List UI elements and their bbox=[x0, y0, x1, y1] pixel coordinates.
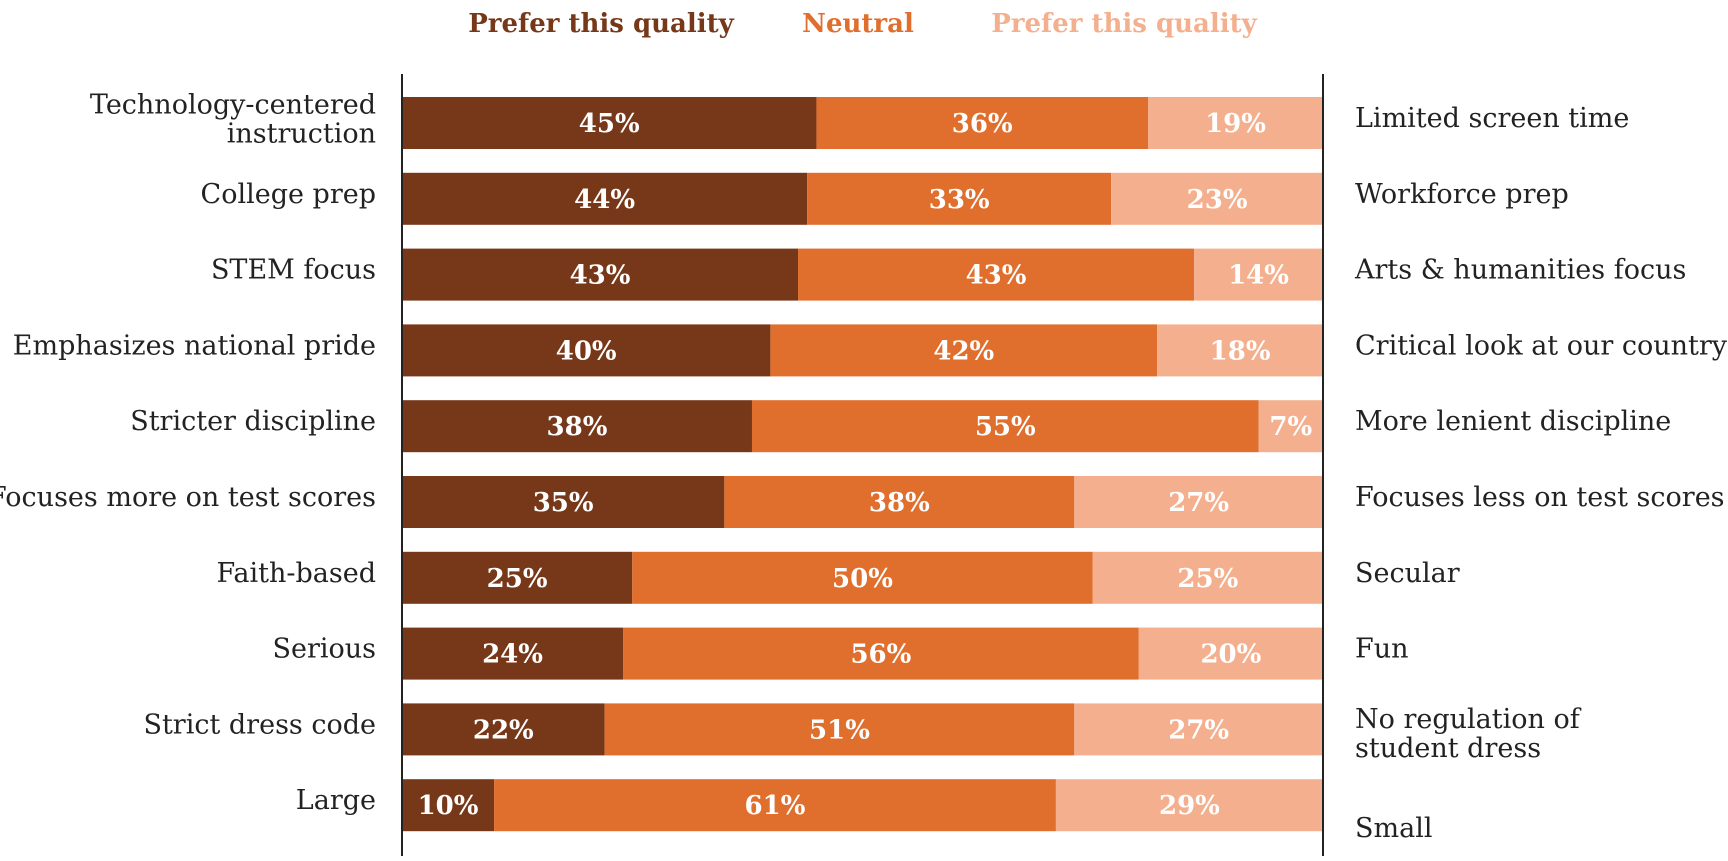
bar-segment-neutral bbox=[623, 627, 1139, 680]
left-quality-label: College prep bbox=[201, 179, 376, 210]
bar-segment-right bbox=[1092, 551, 1323, 604]
data-label-left: 35% bbox=[533, 488, 594, 518]
left-quality-label: Serious bbox=[272, 634, 376, 665]
left-quality-label: Strict dress code bbox=[143, 709, 376, 740]
bar-segment-right bbox=[1258, 400, 1323, 453]
bar-segment-right bbox=[1074, 703, 1323, 756]
data-label-right: 20% bbox=[1200, 640, 1261, 670]
bar-segment-left bbox=[402, 400, 752, 453]
bar-segment-right bbox=[1111, 172, 1323, 225]
data-label-right: 29% bbox=[1159, 791, 1220, 821]
data-label-right: 25% bbox=[1177, 564, 1238, 594]
right-quality-label: Small bbox=[1355, 813, 1432, 844]
data-label-neutral: 43% bbox=[966, 261, 1027, 291]
right-quality-label: Focuses less on test scores bbox=[1355, 482, 1725, 513]
bar-segment-left bbox=[402, 476, 725, 528]
bar-segment-right bbox=[1074, 476, 1323, 528]
right-quality-label: Workforce prep bbox=[1355, 179, 1569, 210]
data-label-neutral: 50% bbox=[832, 564, 893, 594]
bar-segment-right bbox=[1055, 779, 1323, 832]
data-label-right: 27% bbox=[1168, 715, 1229, 745]
data-label-left: 10% bbox=[418, 791, 479, 821]
right-quality-label: Secular bbox=[1355, 558, 1460, 589]
legend: Prefer this quality Neutral Prefer this … bbox=[468, 9, 1257, 39]
bar-segment-left bbox=[402, 97, 817, 149]
left-quality-labels: Technology-centered instruction College pr… bbox=[0, 90, 376, 817]
right-quality-label: Limited screen time bbox=[1355, 103, 1629, 134]
legend-left-label: Prefer this quality bbox=[468, 9, 734, 39]
bar-segment-left bbox=[402, 703, 605, 756]
left-quality-label: Emphasizes national pride bbox=[13, 330, 376, 361]
right-quality-labels: Limited screen time Workforce prep Arts & … bbox=[1354, 103, 1728, 844]
data-label-left: 22% bbox=[473, 715, 534, 745]
bar-segment-neutral bbox=[798, 248, 1195, 301]
bar-segment-neutral bbox=[494, 779, 1056, 832]
left-quality-label: Faith-based bbox=[217, 558, 377, 589]
data-label-right: 19% bbox=[1205, 109, 1266, 139]
bar-segment-left bbox=[402, 324, 771, 377]
bar-segment-left bbox=[402, 779, 495, 832]
bars-layer: 45% 36% 19% 44% 33% 23% 43% 43% 14% 40% 42% 18% 38% 5… bbox=[402, 97, 1323, 832]
data-label-right: 27% bbox=[1168, 488, 1229, 518]
bar-segment-right bbox=[1148, 97, 1323, 149]
data-label-left: 24% bbox=[482, 640, 543, 670]
data-label-right: 7% bbox=[1269, 412, 1312, 442]
data-label-neutral: 61% bbox=[745, 791, 806, 821]
data-label-right: 14% bbox=[1228, 261, 1289, 291]
left-quality-label: Technology-centered instruction bbox=[90, 90, 376, 150]
data-label-neutral: 33% bbox=[929, 185, 990, 215]
bar-segment-right bbox=[1194, 248, 1323, 301]
data-label-neutral: 51% bbox=[809, 715, 870, 745]
bar-segment-right bbox=[1157, 324, 1323, 377]
bar-segment-neutral bbox=[816, 97, 1149, 149]
bar-segment-neutral bbox=[807, 172, 1112, 225]
data-label-neutral: 55% bbox=[975, 412, 1036, 442]
data-label-left: 45% bbox=[579, 109, 640, 139]
data-label-neutral: 36% bbox=[952, 109, 1013, 139]
data-label-left: 38% bbox=[547, 412, 608, 442]
legend-neutral-label: Neutral bbox=[802, 9, 914, 39]
right-quality-label: No regulation of student dress bbox=[1355, 704, 1582, 764]
bar-segment-left bbox=[402, 551, 633, 604]
left-quality-label: Focuses more on test scores bbox=[0, 482, 376, 513]
bar-segment-left bbox=[402, 627, 624, 680]
bar-segment-left bbox=[402, 248, 799, 301]
axis-lines bbox=[401, 74, 1324, 856]
data-label-right: 18% bbox=[1210, 336, 1271, 366]
right-quality-label: More lenient discipline bbox=[1355, 406, 1671, 437]
bar-segment-neutral bbox=[770, 324, 1158, 377]
right-quality-label: Critical look at our country bbox=[1355, 330, 1728, 361]
data-label-right: 23% bbox=[1187, 185, 1248, 215]
bar-segment-neutral bbox=[724, 476, 1075, 528]
bar-segment-left bbox=[402, 172, 808, 225]
data-label-neutral: 38% bbox=[869, 488, 930, 518]
right-quality-label: Fun bbox=[1355, 634, 1409, 665]
data-label-left: 25% bbox=[487, 564, 548, 594]
data-label-neutral: 42% bbox=[933, 336, 994, 366]
data-label-left: 44% bbox=[574, 185, 635, 215]
bar-segment-neutral bbox=[751, 400, 1259, 453]
left-quality-label: Large bbox=[296, 785, 376, 816]
left-quality-label: Stricter discipline bbox=[130, 406, 376, 437]
legend-right-label: Prefer this quality bbox=[991, 9, 1257, 39]
data-label-left: 43% bbox=[570, 261, 631, 291]
right-quality-label: Arts & humanities focus bbox=[1354, 255, 1686, 286]
bar-segment-right bbox=[1138, 627, 1323, 680]
left-quality-label: STEM focus bbox=[211, 255, 376, 286]
data-label-left: 40% bbox=[556, 336, 617, 366]
data-label-neutral: 56% bbox=[850, 640, 911, 670]
bar-segment-neutral bbox=[604, 703, 1075, 756]
bar-segment-neutral bbox=[632, 551, 1093, 604]
